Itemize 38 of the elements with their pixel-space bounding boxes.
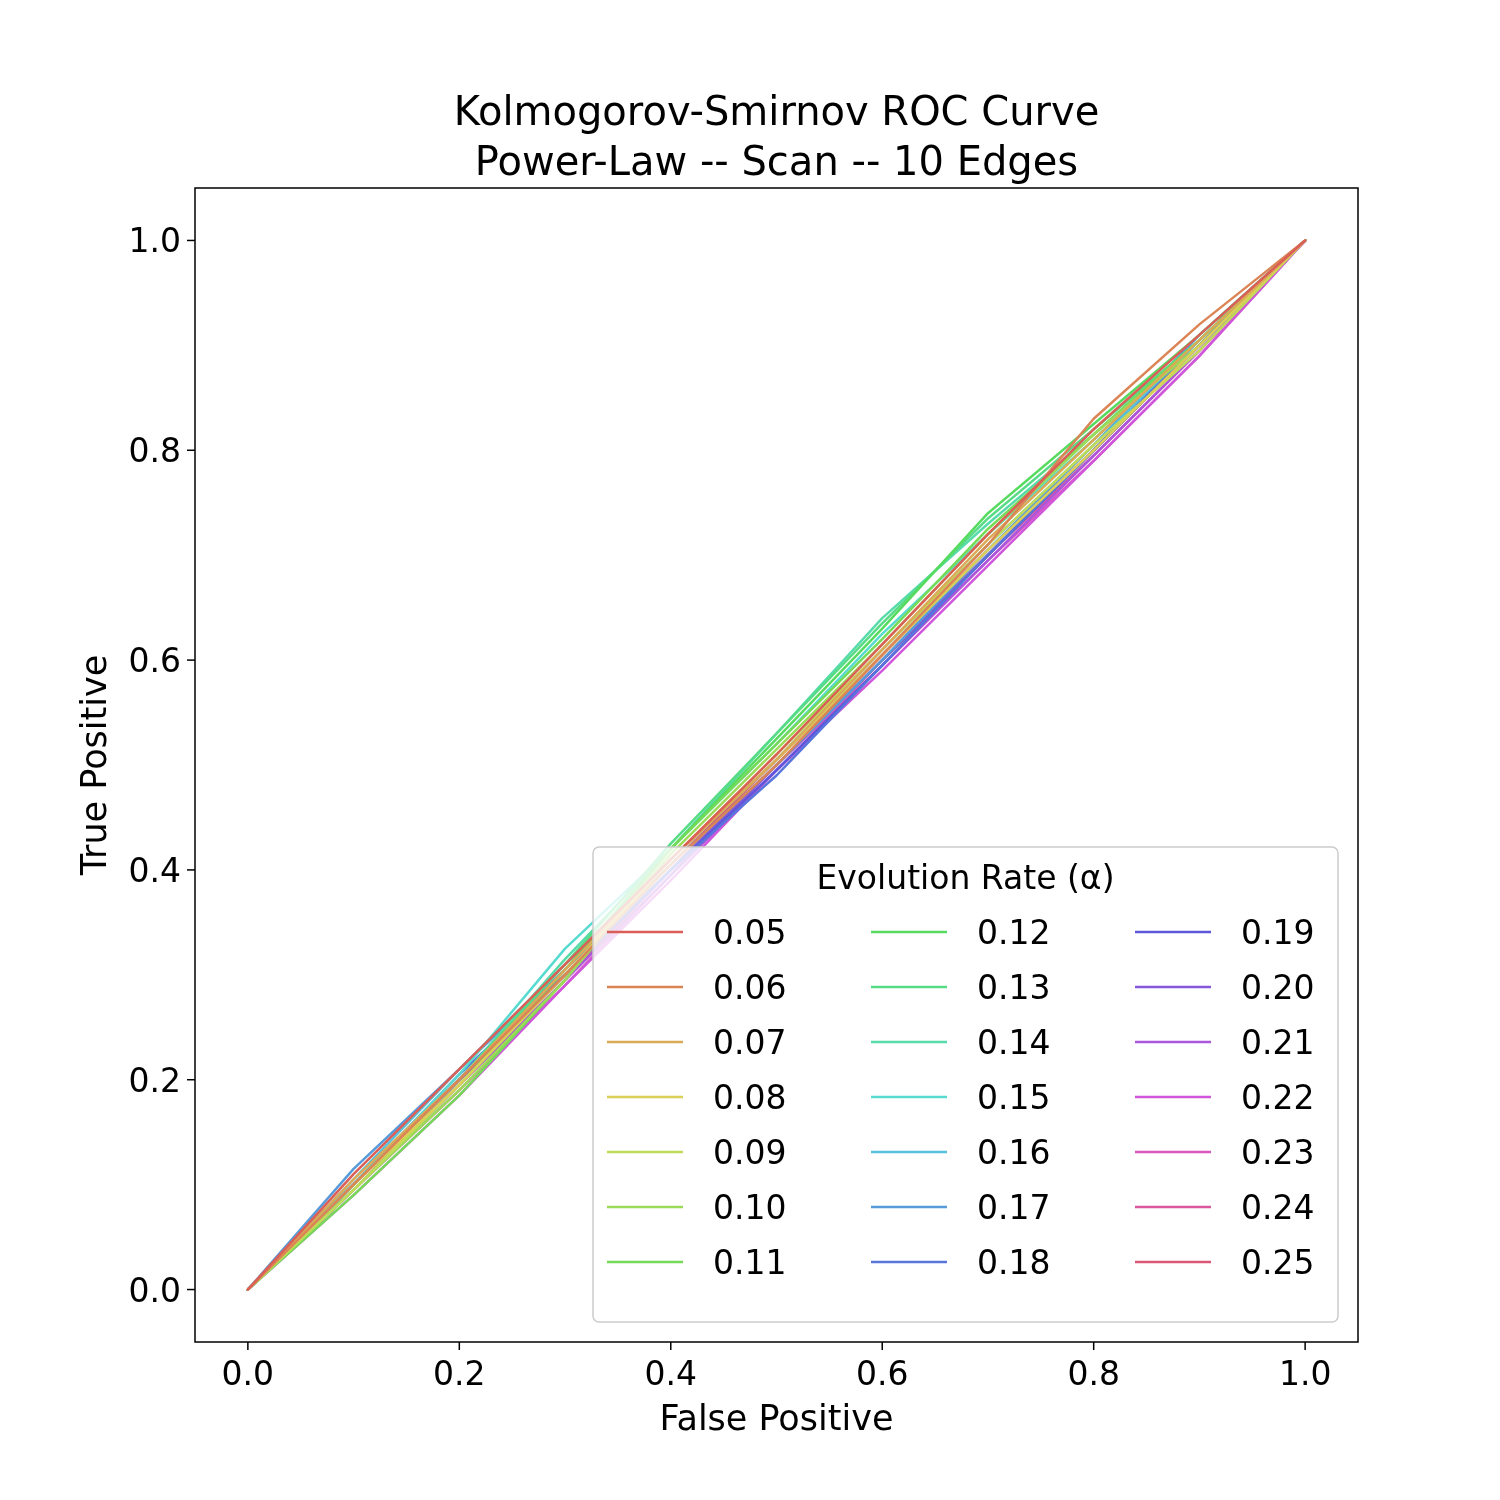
legend-label: 0.16 — [977, 1133, 1051, 1172]
legend-label: 0.11 — [713, 1243, 787, 1282]
legend-label: 0.24 — [1241, 1188, 1315, 1227]
y-tick-label: 0.2 — [128, 1060, 181, 1100]
chart-subtitle: Power-Law -- Scan -- 10 Edges — [474, 138, 1079, 184]
legend-label: 0.08 — [713, 1078, 787, 1117]
legend-label: 0.05 — [713, 913, 787, 952]
y-tick-label: 0.0 — [128, 1270, 181, 1310]
legend-title: Evolution Rate (α) — [816, 858, 1115, 897]
y-tick-label: 0.6 — [128, 641, 181, 681]
legend-label: 0.25 — [1241, 1243, 1315, 1282]
x-axis-title: False Positive — [659, 1398, 894, 1438]
y-tick-label: 0.4 — [128, 850, 181, 890]
y-tick-label: 0.8 — [128, 431, 181, 471]
legend-label: 0.13 — [977, 968, 1051, 1007]
legend-label: 0.22 — [1241, 1078, 1315, 1117]
y-axis-title: True Positive — [74, 654, 114, 877]
x-tick-label: 0.4 — [644, 1354, 698, 1393]
legend-label: 0.12 — [977, 913, 1051, 952]
chart-title: Kolmogorov-Smirnov ROC Curve — [453, 88, 1100, 134]
legend-label: 0.09 — [713, 1133, 787, 1172]
legend-label: 0.21 — [1241, 1023, 1315, 1062]
x-tick-label: 0.6 — [855, 1354, 909, 1393]
x-tick-label: 0.2 — [433, 1354, 486, 1393]
legend-label: 0.15 — [977, 1078, 1051, 1117]
legend-label: 0.23 — [1241, 1133, 1315, 1172]
legend-label: 0.17 — [977, 1188, 1051, 1227]
legend-label: 0.19 — [1241, 913, 1315, 952]
legend-label: 0.14 — [977, 1023, 1051, 1062]
x-tick-label: 0.0 — [221, 1354, 275, 1393]
x-tick-label: 0.8 — [1067, 1354, 1120, 1393]
x-tick-label: 1.0 — [1278, 1354, 1332, 1393]
legend-label: 0.10 — [713, 1188, 787, 1227]
legend-label: 0.18 — [977, 1243, 1051, 1282]
legend-label: 0.06 — [713, 968, 787, 1007]
y-tick-label: 1.0 — [128, 221, 181, 261]
legend-label: 0.20 — [1241, 968, 1315, 1007]
legend-label: 0.07 — [713, 1023, 787, 1062]
